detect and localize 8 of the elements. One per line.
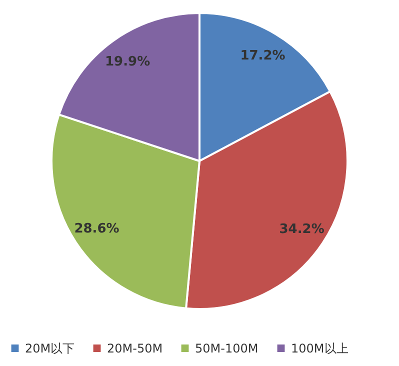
data-label: 28.6% (74, 221, 120, 236)
data-label: 17.2% (240, 48, 286, 64)
legend-label: 100M以上 (291, 341, 348, 356)
legend-label: 50M-100M (195, 341, 258, 356)
legend-label: 20M-50M (107, 341, 163, 356)
legend-label: 20M以下 (25, 341, 75, 356)
data-label: 34.2% (279, 222, 324, 237)
data-label: 19.9% (104, 54, 150, 70)
